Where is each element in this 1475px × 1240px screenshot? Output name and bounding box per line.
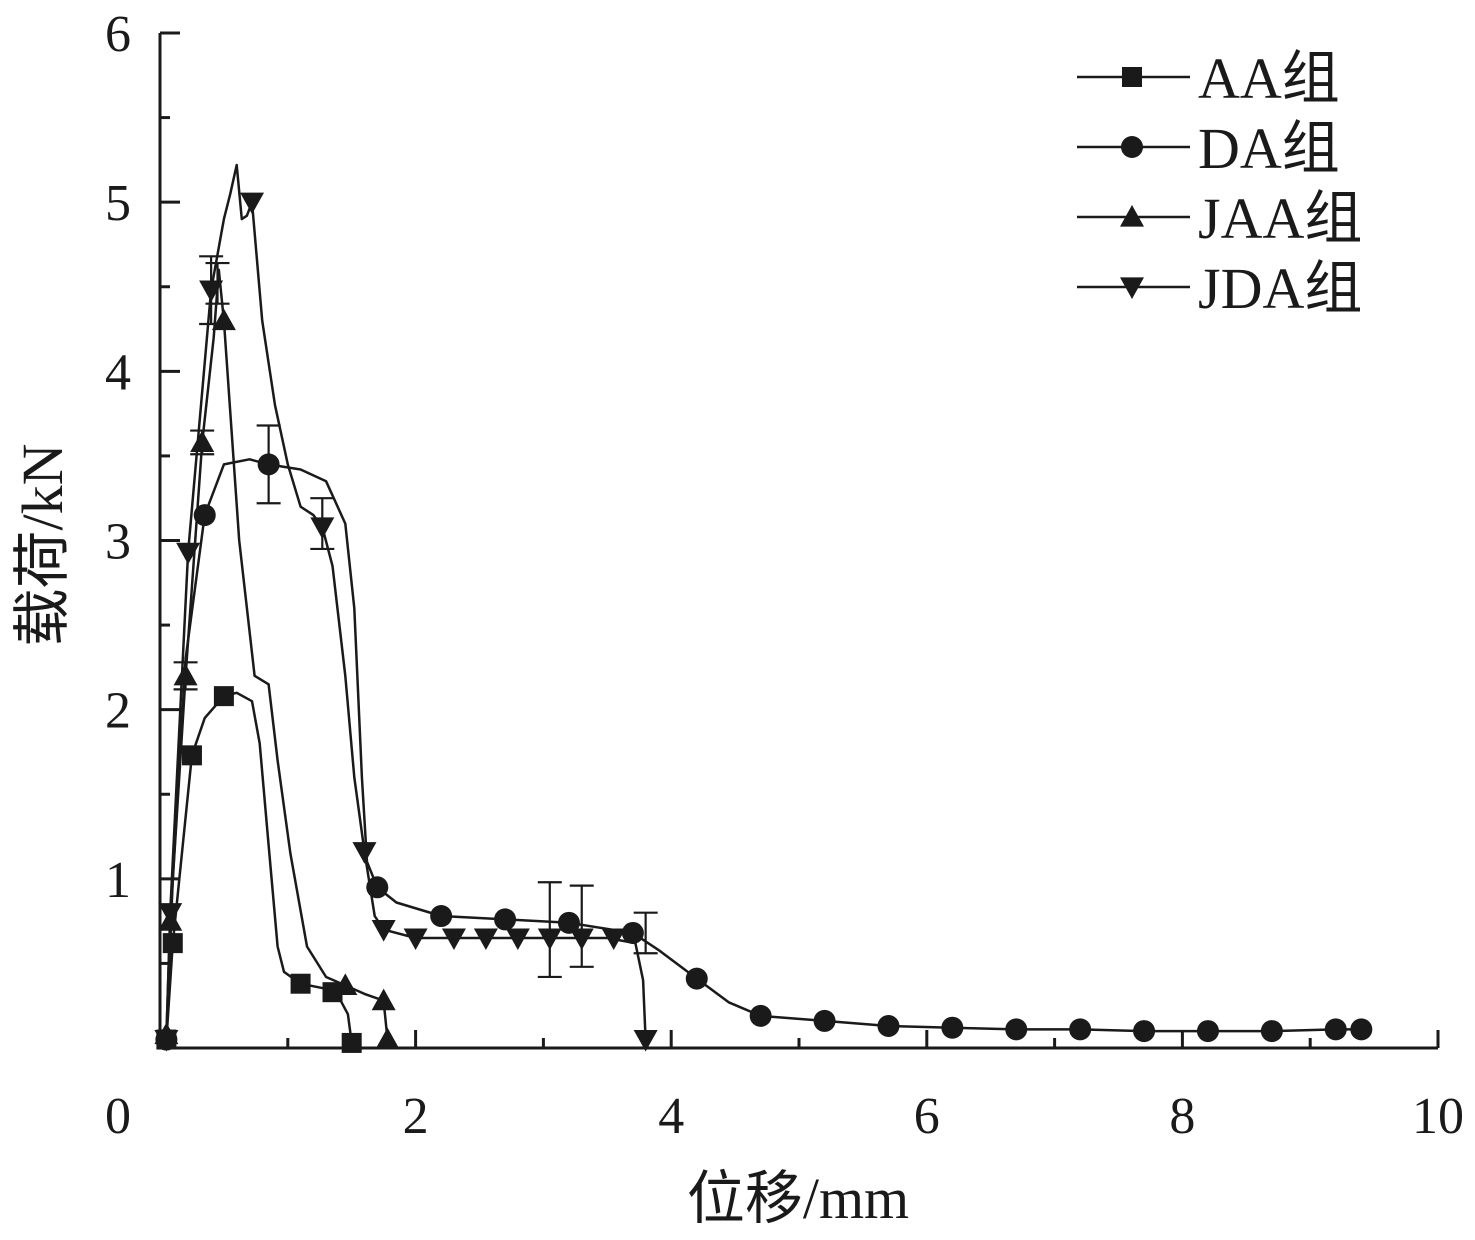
data-point bbox=[290, 973, 311, 994]
data-point bbox=[1005, 1018, 1028, 1041]
series-square bbox=[156, 686, 362, 1053]
data-point bbox=[333, 973, 358, 996]
series-line bbox=[165, 458, 1362, 1040]
data-point bbox=[162, 933, 183, 954]
data-point bbox=[310, 517, 335, 539]
x-tick-label: 2 bbox=[403, 1088, 429, 1145]
data-point bbox=[877, 1015, 900, 1038]
y-tick-label: 3 bbox=[105, 514, 131, 571]
y-axis-title: 载荷/kN bbox=[10, 443, 75, 646]
legend-marker bbox=[1121, 136, 1143, 158]
data-point bbox=[473, 928, 498, 951]
legend-entry: JAA组 bbox=[1077, 186, 1362, 251]
series-line bbox=[165, 268, 389, 1040]
data-point bbox=[240, 192, 265, 215]
data-point bbox=[371, 919, 396, 942]
data-point bbox=[813, 1009, 836, 1032]
data-point bbox=[322, 982, 343, 1003]
data-point bbox=[181, 745, 202, 766]
legend-label: AA组 bbox=[1198, 46, 1340, 111]
data-point bbox=[341, 1032, 362, 1053]
data-point bbox=[1196, 1020, 1219, 1043]
data-point bbox=[749, 1004, 772, 1027]
data-point bbox=[685, 967, 708, 990]
data-point bbox=[190, 430, 215, 452]
data-point bbox=[403, 928, 428, 951]
series-triangle-down bbox=[154, 163, 658, 1052]
data-point bbox=[371, 988, 396, 1011]
data-point bbox=[621, 921, 644, 944]
y-tick-label: 4 bbox=[105, 344, 131, 401]
x-tick-label: 8 bbox=[1169, 1088, 1195, 1145]
data-point bbox=[441, 928, 466, 951]
data-point bbox=[941, 1016, 964, 1039]
series-circle bbox=[155, 424, 1373, 1051]
y-tick-label: 1 bbox=[105, 852, 131, 909]
legend-entry: DA组 bbox=[1077, 116, 1340, 181]
legend-marker bbox=[1120, 205, 1144, 227]
data-point bbox=[537, 928, 562, 951]
legend-marker bbox=[1122, 67, 1142, 87]
data-point bbox=[494, 908, 517, 931]
data-point bbox=[158, 903, 183, 925]
data-point bbox=[375, 1027, 400, 1050]
series-layer bbox=[154, 163, 1373, 1053]
data-point bbox=[154, 1029, 179, 1052]
data-point bbox=[601, 928, 626, 951]
data-point bbox=[430, 905, 453, 928]
data-point bbox=[1350, 1018, 1373, 1041]
legend-label: JAA组 bbox=[1198, 186, 1362, 251]
legend-label: JDA组 bbox=[1198, 256, 1362, 321]
y-tick-label: 2 bbox=[105, 683, 131, 740]
data-point bbox=[352, 842, 377, 864]
data-point bbox=[505, 928, 530, 951]
series-line bbox=[165, 163, 647, 1040]
legend-marker bbox=[1120, 277, 1144, 299]
y-tick-label: 6 bbox=[105, 6, 131, 63]
x-tick-label: 10 bbox=[1412, 1088, 1464, 1145]
data-point bbox=[633, 1029, 658, 1052]
data-point bbox=[1324, 1018, 1347, 1041]
data-point bbox=[213, 686, 234, 707]
data-point bbox=[257, 453, 280, 476]
x-tick-label: 4 bbox=[658, 1088, 684, 1145]
legend-label: DA组 bbox=[1198, 116, 1340, 181]
x-tick-label: 6 bbox=[914, 1088, 940, 1145]
data-point bbox=[199, 280, 224, 303]
data-point bbox=[193, 504, 216, 527]
x-axis-title: 位移/mm bbox=[687, 1166, 909, 1231]
y-tick-label: 5 bbox=[105, 175, 131, 232]
data-point bbox=[569, 928, 594, 951]
data-point bbox=[176, 542, 201, 565]
legend-entry: JDA组 bbox=[1077, 256, 1362, 321]
data-point bbox=[557, 911, 580, 934]
data-point bbox=[1260, 1020, 1283, 1043]
data-point bbox=[1069, 1018, 1092, 1041]
data-point bbox=[1133, 1020, 1156, 1043]
legend-entry: AA组 bbox=[1077, 46, 1340, 111]
x-tick-label: 0 bbox=[105, 1088, 131, 1145]
data-point bbox=[173, 663, 198, 686]
